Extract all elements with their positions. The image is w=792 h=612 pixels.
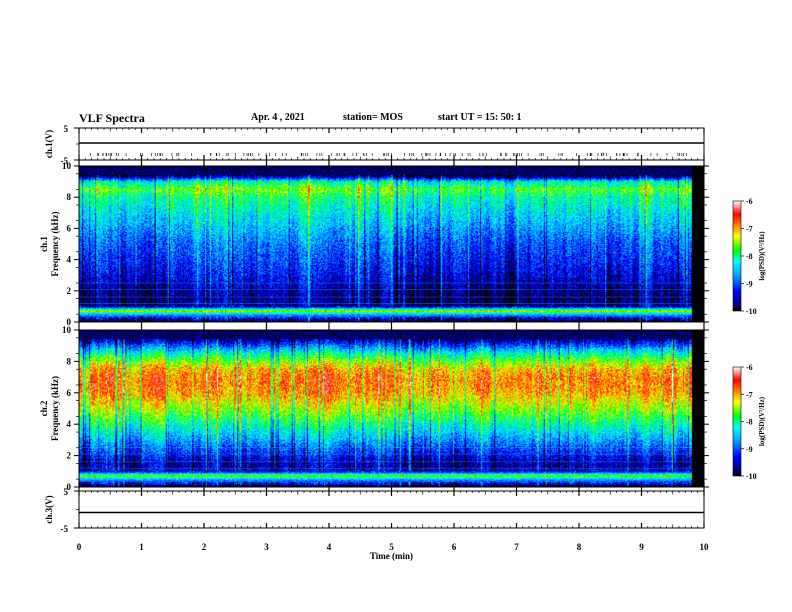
- colorbar-tick-label: -10: [746, 472, 757, 481]
- y-tick-label: 2: [67, 286, 72, 296]
- x-tick-label: 4: [327, 542, 332, 552]
- y-tick-label: 0: [67, 482, 72, 492]
- x-tick-label: 8: [577, 542, 582, 552]
- x-tick-label: 5: [389, 542, 394, 552]
- y-tick-label: 6: [67, 223, 72, 233]
- figure-title: VLF Spectra: [79, 111, 145, 125]
- x-tick-label: 2: [202, 542, 207, 552]
- y-tick-label: 0: [67, 317, 72, 327]
- channel-label: ch.2: [39, 400, 49, 416]
- panel-frame: [78, 329, 705, 488]
- start-time-label: start UT = 15: 50: 1: [438, 112, 522, 123]
- colorbar: [732, 200, 742, 312]
- y-tick-label: 10: [62, 161, 72, 171]
- x-tick-label: 10: [700, 542, 710, 552]
- station-label: station= MOS: [343, 112, 403, 123]
- x-tick-label: 3: [264, 542, 269, 552]
- colorbar-tick-label: -8: [746, 252, 753, 261]
- colorbar-tick-label: -10: [746, 307, 757, 316]
- colorbar-tick-label: -6: [746, 363, 753, 372]
- colorbar-tick-label: -7: [746, 225, 753, 234]
- x-tick-label: 9: [639, 542, 644, 552]
- colorbar-tick-label: -8: [746, 418, 753, 427]
- y-tick-label: -5: [61, 524, 69, 534]
- waveform-axis-label: ch.1(V): [44, 130, 54, 158]
- date-label: Apr. 4 , 2021: [251, 112, 305, 123]
- x-tick-label: 1: [139, 542, 144, 552]
- spectrogram-image: [79, 166, 704, 322]
- colorbar-tick-label: -7: [746, 390, 753, 399]
- y-tick-label: 4: [67, 255, 72, 265]
- panel-frame: [78, 165, 705, 323]
- colorbar: [732, 366, 742, 477]
- y-tick-label: 10: [62, 325, 72, 335]
- y-tick-label: 8: [67, 356, 72, 366]
- colorbar-tick-label: -6: [746, 197, 753, 206]
- x-tick-label: 7: [514, 542, 519, 552]
- channel-label: ch.1: [39, 236, 49, 252]
- x-tick-label: 0: [77, 542, 82, 552]
- y-tick-label: 6: [67, 388, 72, 398]
- colorbar-tick-label: -9: [746, 280, 753, 289]
- colorbar-label: log(PSD)(V²/Hz): [758, 231, 766, 281]
- y-tick-label: 8: [67, 192, 72, 202]
- waveform-axis-label: ch.3(V): [44, 495, 54, 523]
- frequency-axis-label: Frequency (kHz): [50, 376, 60, 441]
- x-axis-label: Time (min): [370, 551, 413, 561]
- y-tick-label: -5: [61, 156, 69, 166]
- spectrogram-image: [79, 330, 704, 487]
- x-tick-label: 6: [452, 542, 457, 552]
- y-tick-label: 5: [64, 487, 69, 497]
- colorbar-label: log(PSD)(V²/Hz): [758, 396, 766, 446]
- y-tick-label: 2: [67, 451, 72, 461]
- frequency-axis-label: Frequency (kHz): [50, 211, 60, 276]
- panel-frame: [78, 490, 705, 529]
- colorbar-tick-label: -9: [746, 445, 753, 454]
- y-tick-label: 5: [64, 124, 69, 134]
- panel-frame: [78, 127, 705, 161]
- y-tick-label: 4: [67, 419, 72, 429]
